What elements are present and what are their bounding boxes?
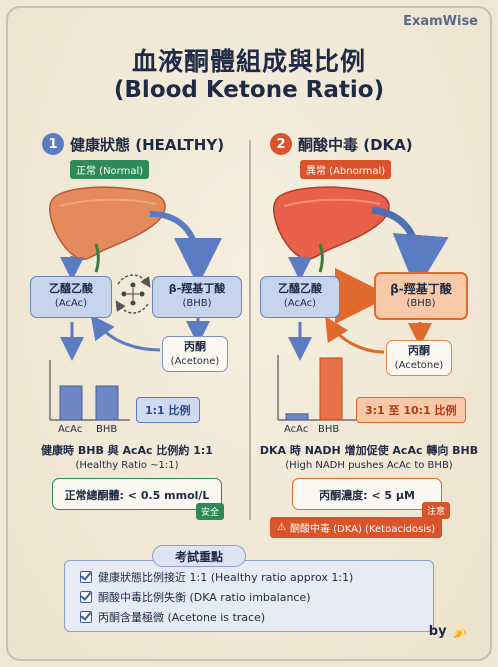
acetone-label-en: (Acetone)	[170, 355, 220, 367]
bhb-box-dka: β-羥基丁酸 (BHB)	[374, 272, 468, 320]
abnormal-tag: 異常 (Abnormal)	[300, 160, 392, 179]
normal-tag: 正常 (Normal)	[70, 160, 150, 179]
healthy-ratio-pill: 1:1 比例	[136, 397, 200, 423]
checkbox-icon	[80, 571, 92, 583]
page-subtitle: (Blood Ketone Ratio)	[113, 77, 385, 103]
acac-box-healthy: 乙醯乙酸 (AcAc)	[30, 276, 112, 318]
liver-icon-healthy	[49, 186, 166, 273]
healthy-concentration-box: 正常總酮體: < 0.5 mmol/L	[52, 478, 222, 510]
dka-xtick-acac: AcAc	[284, 424, 309, 435]
bhb-box-healthy: β-羥基丁酸 (BHB)	[152, 276, 242, 318]
healthy-heading-text: 健康狀態 (HEALTHY)	[70, 135, 225, 154]
molecule-icon	[121, 282, 145, 306]
acetone-label-zh: 丙酮	[408, 344, 430, 357]
dka-ratio-pill: 3:1 至 10:1 比例	[356, 397, 466, 423]
dka-warning-banner: ⚠ 酮酸中毒 (DKA) (Ketoacidosis)	[270, 517, 443, 538]
step-number-1: 1	[42, 133, 64, 155]
bar-acac	[285, 413, 309, 421]
step-number-2: 2	[270, 133, 292, 155]
exam-item: 健康狀態比例接近 1:1 (Healthy ratio approx 1:1)	[80, 569, 353, 585]
healthy-caption-sub: (Healthy Ratio ~1:1)	[75, 460, 179, 471]
section-divider	[249, 140, 251, 520]
dka-caption-text: DKA 時 NADH 增加促使 AcAc 轉向 BHB	[259, 444, 479, 457]
acac-box-dka: 乙醯乙酸 (AcAc)	[260, 276, 340, 318]
byline: by 🍌	[429, 623, 468, 639]
exam-item-text: 酮酸中毒比例失衡 (DKA ratio imbalance)	[98, 591, 311, 604]
acetone-label-en: (Acetone)	[394, 359, 444, 371]
bhb-label-en: (BHB)	[182, 297, 212, 309]
warning-icon: ⚠	[277, 522, 286, 533]
exam-points-box	[64, 560, 434, 632]
healthy-caption: 健康時 BHB 與 AcAc 比例約 1:1 (Healthy Ratio ~1…	[14, 442, 240, 471]
checkbox-icon	[80, 591, 92, 603]
bar-bhb	[95, 385, 119, 421]
bar-acac	[59, 385, 83, 421]
bhb-label-zh: β-羥基丁酸	[168, 282, 226, 295]
dka-bar-chart	[285, 357, 343, 421]
liver-icon-dka	[273, 186, 390, 273]
acetone-box-dka: 丙酮 (Acetone)	[386, 340, 452, 376]
page-title: 血液酮體組成與比例	[131, 47, 366, 76]
exam-points-heading: 考試重點	[152, 545, 246, 567]
exam-item-text: 丙酮含量極微 (Acetone is trace)	[98, 611, 266, 624]
healthy-bar-chart	[59, 385, 119, 421]
safe-tag: 安全	[196, 503, 225, 520]
caution-tag: 注意	[422, 502, 451, 519]
dka-caption: DKA 時 NADH 增加促使 AcAc 轉向 BHB (High NADH p…	[252, 442, 486, 471]
healthy-xtick-acac: AcAc	[58, 424, 83, 435]
acac-label-en: (AcAc)	[283, 297, 317, 309]
bhb-label-en: (BHB)	[406, 298, 436, 310]
exam-item: 丙酮含量極微 (Acetone is trace)	[80, 609, 265, 625]
healthy-xtick-bhb: BHB	[96, 424, 118, 435]
acac-label-en: (AcAc)	[54, 297, 88, 309]
checkbox-icon	[80, 611, 92, 623]
dka-heading-text: 酮酸中毒 (DKA)	[298, 135, 413, 154]
healthy-heading: 1 健康狀態 (HEALTHY)	[42, 133, 224, 155]
dka-warning-text: 酮酸中毒 (DKA) (Ketoacidosis)	[289, 524, 436, 535]
dka-xtick-bhb: BHB	[318, 424, 340, 435]
acetone-label-zh: 丙酮	[184, 340, 206, 353]
bhb-label-zh: β-羥基丁酸	[390, 282, 452, 296]
exam-item: 酮酸中毒比例失衡 (DKA ratio imbalance)	[80, 589, 311, 605]
exam-item-text: 健康狀態比例接近 1:1 (Healthy ratio approx 1:1)	[98, 571, 354, 584]
dka-caption-sub: (High NADH pushes AcAc to BHB)	[285, 460, 453, 471]
acac-label-zh: 乙醯乙酸	[278, 282, 322, 295]
dka-heading: 2 酮酸中毒 (DKA)	[270, 133, 413, 155]
dka-chart-axes	[277, 355, 358, 421]
bar-bhb	[319, 357, 343, 421]
healthy-caption-text: 健康時 BHB 與 AcAc 比例約 1:1	[41, 444, 213, 457]
acetone-box-healthy: 丙酮 (Acetone)	[162, 336, 228, 372]
acac-label-zh: 乙醯乙酸	[49, 282, 93, 295]
byline-text: by	[428, 623, 447, 639]
dka-concentration-box: 丙酮濃度: < 5 μM	[292, 478, 442, 510]
brand-logo: ExamWise	[403, 14, 478, 29]
banana-icon: 🍌	[450, 623, 468, 639]
